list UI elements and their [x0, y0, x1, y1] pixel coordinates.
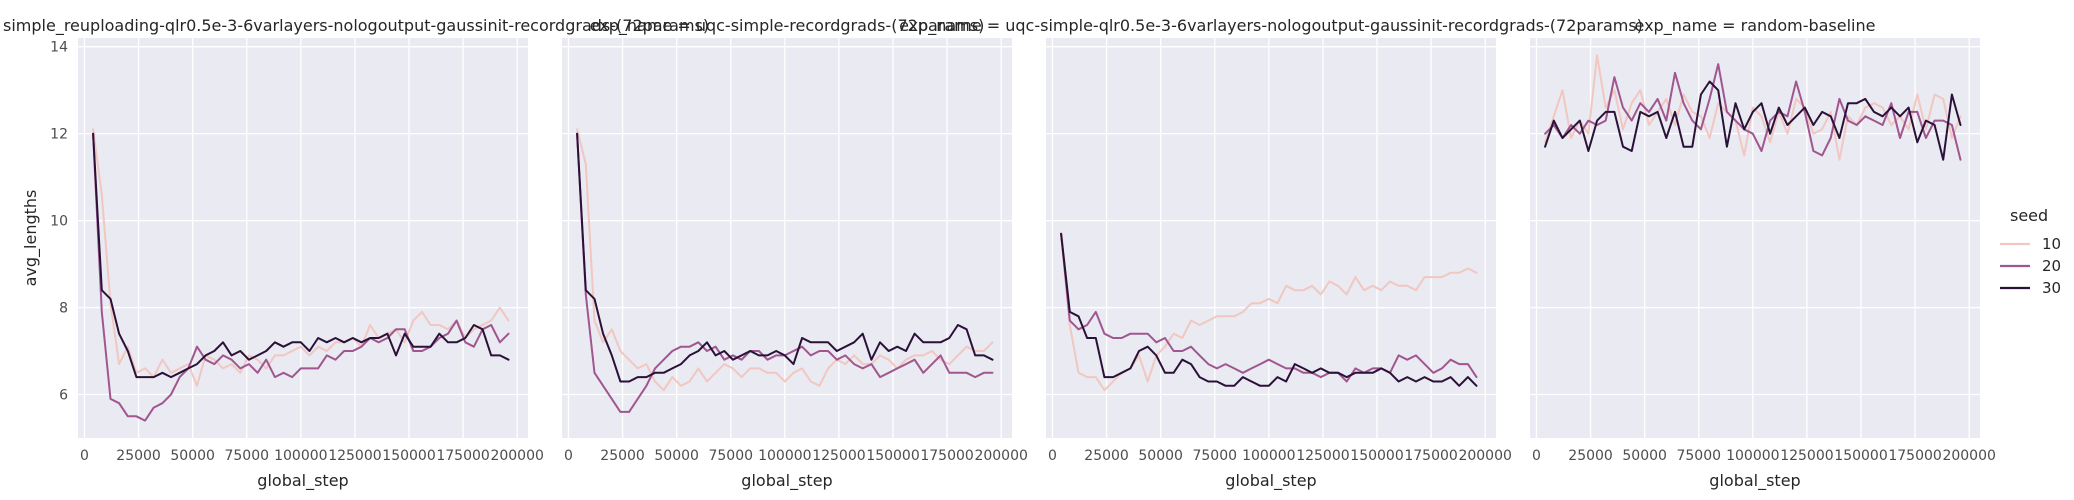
x-tick-label: 150000	[866, 448, 919, 464]
series-line-seed-20	[1060, 232, 1478, 383]
x-tick-label: 75000	[708, 448, 753, 464]
x-tick-label: 125000	[812, 448, 865, 464]
panel-title: exp_name = uqc-simple-qlr0.5e-3-6varlaye…	[899, 16, 1643, 36]
x-tick-label: 100000	[274, 448, 327, 464]
x-tick-label: 125000	[1296, 448, 1349, 464]
x-tick-label: 100000	[758, 448, 811, 464]
x-tick-label: 175000	[436, 448, 489, 464]
y-axis-label: avg_lengths	[21, 190, 41, 287]
x-tick-label: 100000	[1726, 448, 1779, 464]
series-line-seed-30	[92, 132, 510, 379]
x-tick-label: 75000	[224, 448, 269, 464]
x-axis-label: global_step	[1225, 471, 1316, 491]
plot-area	[78, 38, 528, 438]
y-tick-label: 6	[59, 388, 68, 404]
x-tick-label: 150000	[382, 448, 435, 464]
x-tick-label: 175000	[1404, 448, 1457, 464]
x-tick-label: 25000	[1568, 448, 1613, 464]
series-line-seed-30	[1544, 80, 1962, 161]
x-tick-label: 50000	[654, 448, 699, 464]
x-tick-label: 200000	[1942, 448, 1995, 464]
y-tick-label: 14	[50, 40, 68, 56]
x-tick-label: 50000	[170, 448, 215, 464]
panel-title: exp_name = uqc-simple-recordgrads-(72par…	[590, 16, 985, 36]
series-line-seed-30	[1060, 232, 1478, 387]
legend-label-seed-20: 20	[2042, 257, 2061, 275]
series-line-seed-30	[576, 132, 994, 383]
x-tick-label: 0	[1532, 448, 1541, 464]
panel-3: 0 25000 50000 75000 100000 125000 150000 175000…	[899, 16, 1643, 491]
series-line-seed-10	[1544, 54, 1962, 161]
legend-label-seed-30: 30	[2042, 279, 2061, 297]
x-tick-label: 125000	[328, 448, 381, 464]
x-tick-label: 0	[1048, 448, 1057, 464]
legend-title: seed	[2010, 206, 2048, 225]
x-tick-label: 25000	[1084, 448, 1129, 464]
plot-area	[1530, 38, 1980, 438]
x-tick-label: 150000	[1350, 448, 1403, 464]
x-tick-label: 175000	[920, 448, 973, 464]
x-axis-label: global_step	[1709, 471, 1800, 491]
x-tick-label: 200000	[974, 448, 1027, 464]
series-line-seed-20	[92, 132, 510, 422]
x-axis-label: global_step	[257, 471, 348, 491]
series-line-seed-20	[1544, 63, 1962, 161]
panel-1: 0 25000 50000 75000 100000 125000 150000 175000…	[0, 16, 709, 491]
series-line-seed-10	[576, 128, 994, 392]
x-tick-label: 50000	[1622, 448, 1667, 464]
y-tick-label: 8	[59, 301, 68, 317]
x-tick-label: 75000	[1676, 448, 1721, 464]
y-tick-label: 12	[50, 127, 68, 143]
plot-area	[1046, 38, 1496, 438]
x-tick-label: 0	[564, 448, 573, 464]
x-tick-label: 200000	[1458, 448, 1511, 464]
x-tick-label: 50000	[1138, 448, 1183, 464]
x-tick-label: 25000	[600, 448, 645, 464]
plot-area	[562, 38, 1012, 438]
panel-title: exp_name = random-baseline	[1635, 16, 1876, 36]
panel-2: 0 25000 50000 75000 100000 125000 150000 175000…	[562, 16, 1028, 491]
x-tick-label: 125000	[1780, 448, 1833, 464]
x-tick-label: 75000	[1192, 448, 1237, 464]
x-tick-label: 175000	[1888, 448, 1941, 464]
x-tick-label: 200000	[490, 448, 543, 464]
x-tick-label: 100000	[1242, 448, 1295, 464]
x-tick-label: 0	[80, 448, 89, 464]
series-line-seed-10	[92, 128, 510, 387]
x-tick-label: 150000	[1834, 448, 1887, 464]
legend: seed 10 20 30	[2000, 206, 2061, 297]
x-axis-label: global_step	[741, 471, 832, 491]
legend-label-seed-10: 10	[2042, 235, 2061, 253]
y-tick-label: 10	[50, 214, 68, 230]
x-tick-label: 25000	[116, 448, 161, 464]
panel-title: exp_name = simple_reuploading-qlr0.5e-3-…	[0, 16, 709, 36]
panel-4: 0 25000 50000 75000 100000 125000 150000 175000…	[1530, 16, 1996, 491]
